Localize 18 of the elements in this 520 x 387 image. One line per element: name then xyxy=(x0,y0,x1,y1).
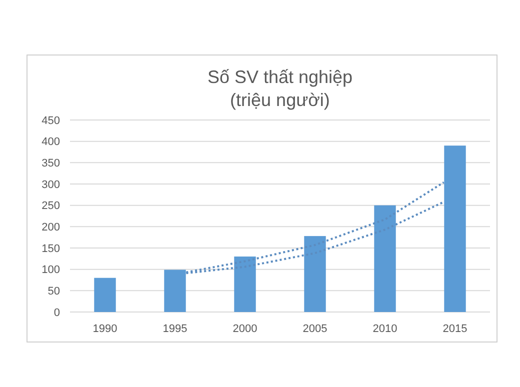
y-tick-label: 0 xyxy=(54,306,60,319)
x-tick-label: 2000 xyxy=(232,323,258,335)
y-tick-label: 350 xyxy=(42,158,60,170)
y-tick-label: 400 xyxy=(42,136,60,148)
y-tick-label: 450 xyxy=(42,114,60,127)
x-tick-label: 1990 xyxy=(92,323,118,335)
y-tick-label: 150 xyxy=(42,242,60,255)
x-tick-label: 1995 xyxy=(162,323,188,335)
y-tick-label: 200 xyxy=(42,222,60,234)
chart-subtitle: (triệu người) xyxy=(230,90,330,110)
y-tick-label: 50 xyxy=(48,286,60,298)
y-tick-label: 100 xyxy=(42,264,60,276)
x-tick-label: 2015 xyxy=(442,323,468,335)
chart-title: Số SV thất nghiệp xyxy=(207,67,353,87)
y-tick-label: 250 xyxy=(42,200,60,212)
x-tick-label: 2010 xyxy=(372,323,398,335)
x-tick-label: 2005 xyxy=(302,323,328,335)
y-tick-label: 300 xyxy=(42,178,60,191)
